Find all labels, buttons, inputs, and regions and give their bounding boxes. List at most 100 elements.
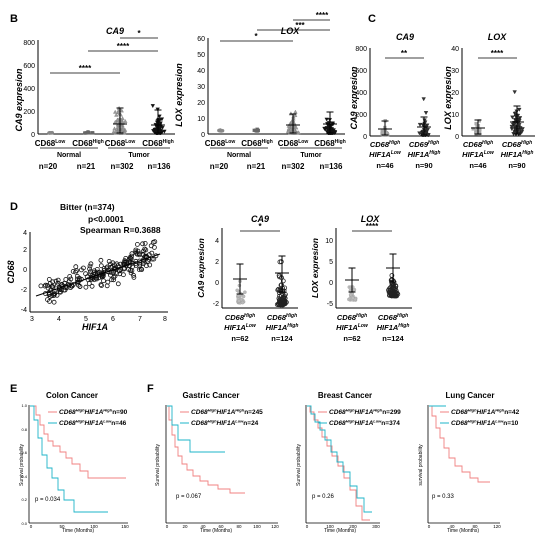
panel-b-lox-dot bbox=[330, 121, 335, 126]
panel-c-ca9-ytick: 800 bbox=[355, 46, 367, 53]
panel-b-ca9-tumor-label: Tumor bbox=[128, 152, 150, 159]
panel-b-lox-group-label: CD68Low bbox=[278, 139, 309, 148]
panel-f-breast-legend-high: CD68HighHIF1AHighn=299 bbox=[329, 408, 401, 417]
panel-d-scatter-dot bbox=[128, 270, 134, 276]
panel-e: E Colon Cancer Survival probability Time… bbox=[10, 383, 129, 534]
panel-b-lox-dot bbox=[220, 128, 225, 133]
panel-d-ca9-dot bbox=[280, 285, 286, 291]
panel-e-ytick: 0.0 bbox=[21, 521, 27, 526]
panel-d-scatter-dot bbox=[138, 266, 144, 272]
panel-d-ca9-dot bbox=[281, 301, 287, 307]
panel-e-legend-high: CD68HighHIF1AHighn=90 bbox=[59, 408, 128, 417]
panel-d-scatter-dot bbox=[133, 247, 139, 253]
panel-d-scatter-dot bbox=[101, 278, 106, 284]
panel-b-ca9-dot bbox=[83, 131, 87, 135]
panel-d-scatter-dot bbox=[91, 268, 97, 274]
panel-b-ca9-sig: **** bbox=[117, 42, 130, 51]
panel-c-lox-ytick: 10 bbox=[451, 112, 459, 119]
panel-b-ca9-dot bbox=[49, 131, 53, 135]
panel-d-scatter-dot bbox=[114, 271, 119, 277]
panel-d-scatter-dot bbox=[134, 241, 140, 247]
panel-b-ca9-n: n=302 bbox=[111, 162, 134, 171]
panel-d-scatter-dot bbox=[58, 289, 63, 295]
panel-d: D Bitter (n=374) p<0.0001 Spearman R=0.3… bbox=[6, 201, 412, 343]
panel-d-scatter-dot bbox=[104, 264, 110, 270]
panel-d-scatter-ytick: 0 bbox=[23, 267, 27, 274]
panel-c-ca9-group2-n: n=90 bbox=[415, 161, 432, 170]
panel-b-ca9-normal-label: Normal bbox=[57, 152, 81, 159]
panel-b-ca9-group-label: CD68Low bbox=[35, 139, 66, 148]
panel-b: B CA9 CA9 expresion 0 200 400 600 800 CD… bbox=[10, 11, 346, 171]
panel-b-lox-dot bbox=[330, 130, 335, 135]
panel-d-scatter-spearman: Spearman R=0.3688 bbox=[80, 225, 161, 235]
panel-b-ca9-ytick: 0 bbox=[31, 132, 35, 139]
panel-b-ca9-sig: * bbox=[137, 29, 141, 38]
panel-d-scatter-dot bbox=[51, 299, 57, 305]
panel-d-ca9-dots bbox=[233, 255, 289, 308]
panel-b-ca9-plot: CA9 CA9 expresion 0 200 400 600 800 CD68… bbox=[14, 26, 175, 171]
panel-b-ca9-ytick: 400 bbox=[23, 86, 35, 93]
panel-d-lox-dot bbox=[352, 287, 357, 292]
panel-f-breast-curve-low bbox=[307, 405, 372, 513]
panel-d-scatter-dot bbox=[133, 249, 138, 255]
panel-d-scatter-dot bbox=[83, 284, 89, 290]
panel-d-ca9-plot: CA9 CA9 expresion -2 0 2 4 * CD68High HI… bbox=[196, 214, 298, 343]
panel-d-scatter-xtick: 7 bbox=[138, 316, 142, 323]
panel-b-lox-n: n=302 bbox=[282, 162, 305, 171]
panel-d-scatter-dot bbox=[87, 263, 93, 269]
panel-b-lox-ylabel: LOX expresion bbox=[174, 63, 184, 127]
panel-c-lox-group2-line2: HIF1AHigh bbox=[501, 150, 534, 159]
panel-d-scatter-dot bbox=[50, 279, 56, 285]
panel-d-ca9-group1-line2: HIF1ALow bbox=[224, 323, 257, 332]
panel-c-lox-ytick: 30 bbox=[451, 68, 459, 75]
panel-c-ca9-ytick: 200 bbox=[355, 112, 367, 119]
panel-c-lox-dot bbox=[519, 130, 525, 134]
panel-d-lox-group2-line2: HIF1AHigh bbox=[377, 323, 410, 332]
panel-e-curve-high bbox=[30, 405, 126, 479]
panel-d-ca9-group1-n: n=62 bbox=[231, 334, 248, 343]
panel-d-scatter-ytick: -4 bbox=[21, 307, 27, 314]
panel-d-ca9-dot bbox=[280, 288, 286, 294]
panel-d-ca9-ylabel: CA9 expresion bbox=[196, 238, 206, 298]
panel-b-lox-n: n=21 bbox=[247, 162, 266, 171]
panel-d-scatter-dot bbox=[70, 268, 76, 274]
panel-c-lox-dot bbox=[509, 124, 514, 129]
panel-c-lox-dot bbox=[474, 121, 478, 126]
panel-b-lox-group-label: CD68Low bbox=[205, 139, 236, 148]
panel-b-lox-dot bbox=[325, 127, 331, 132]
panel-e-xtick: 0 bbox=[30, 524, 33, 529]
panel-d-scatter-dot bbox=[87, 266, 92, 272]
panel-d-ca9-ytick: -2 bbox=[213, 301, 219, 308]
panel-b-lox-ytick: 50 bbox=[197, 52, 205, 59]
panel-d-scatter-dot bbox=[59, 281, 65, 287]
panel-d-lox-dot bbox=[389, 291, 395, 297]
panel-d-lox-ylabel: LOX expresion bbox=[310, 238, 320, 298]
panel-label-c: C bbox=[368, 13, 376, 25]
panel-f-gastric-ylabel: Survival probability bbox=[155, 444, 161, 486]
panel-c-lox-group1-line2: HIF1ALow bbox=[462, 150, 495, 159]
panel-b-ca9-ylabel: CA9 expresion bbox=[14, 68, 24, 132]
panel-c-lox-dot bbox=[471, 127, 475, 131]
panel-d-scatter-dot bbox=[81, 265, 86, 271]
panel-d-scatter-dot bbox=[38, 283, 44, 289]
panel-b-lox-dot bbox=[217, 128, 221, 133]
panel-d-scatter-dot bbox=[129, 251, 135, 257]
panel-b-ca9-dots bbox=[47, 104, 167, 136]
panel-d-scatter-dot bbox=[151, 256, 157, 262]
panel-b-lox-tumor-label: Tumor bbox=[300, 152, 322, 159]
panel-d-scatter-plot: Bitter (n=374) p<0.0001 Spearman R=0.368… bbox=[6, 202, 168, 332]
panel-d-scatter-dot bbox=[111, 270, 116, 276]
panel-d-scatter-dot bbox=[117, 268, 122, 274]
panel-f-gastric-xtick: 120 bbox=[271, 524, 279, 529]
panel-d-lox-group2-n: n=124 bbox=[382, 334, 404, 343]
panel-d-scatter-ytick: 4 bbox=[23, 230, 27, 237]
panel-d-scatter-dot bbox=[66, 279, 72, 285]
panel-b-ca9-dot bbox=[123, 119, 128, 123]
panel-b-ca9-ytick: 800 bbox=[23, 40, 35, 47]
panel-d-scatter-ylabel: CD68 bbox=[6, 260, 16, 283]
panel-d-scatter-regression-line bbox=[35, 253, 161, 297]
panel-b-ca9-group-label: CD68High bbox=[142, 139, 174, 148]
panel-d-lox-dots bbox=[345, 253, 401, 302]
panel-c-ca9-group1-n: n=46 bbox=[376, 161, 393, 170]
panel-d-lox-group1-n: n=62 bbox=[343, 334, 360, 343]
